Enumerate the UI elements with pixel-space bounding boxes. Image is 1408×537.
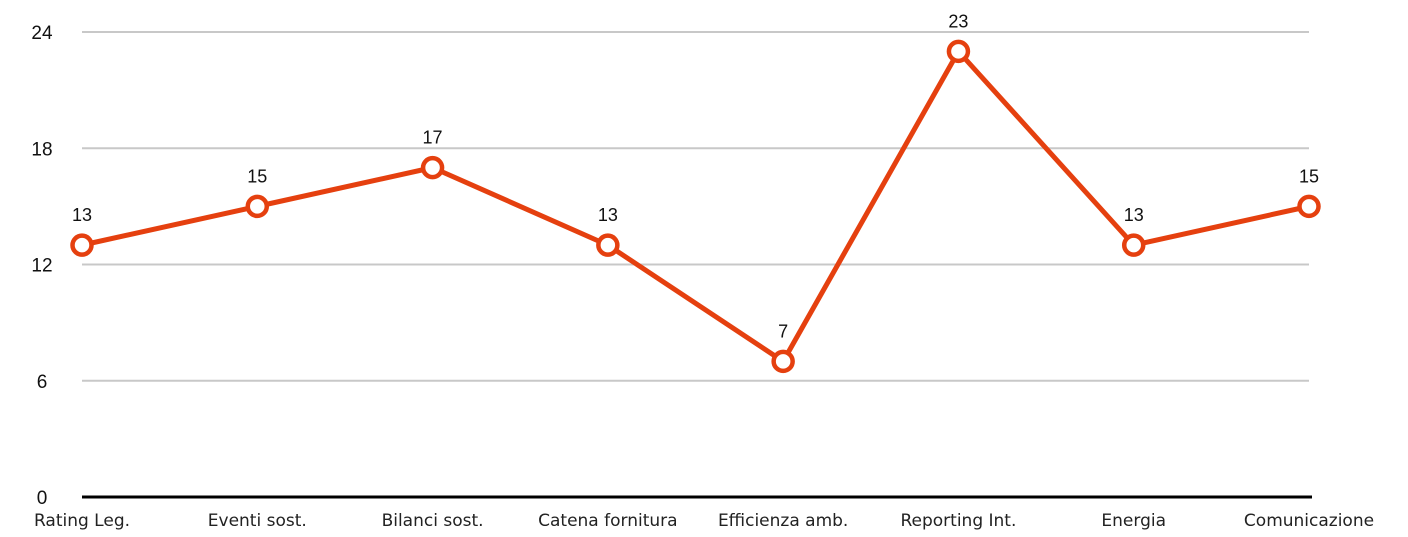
data-point [946, 39, 971, 64]
data-point [596, 233, 620, 257]
data-label: 7 [778, 321, 788, 341]
series-line [79, 48, 1312, 364]
y-tick-label: 18 [31, 139, 52, 160]
data-point [420, 155, 445, 180]
gridlines [82, 31, 1309, 382]
data-label: 13 [1124, 205, 1144, 225]
x-tick-label: Efficienza amb. [718, 511, 848, 531]
data-label: 17 [423, 128, 443, 148]
x-tick-label: Eventi sost. [208, 511, 307, 531]
x-tick-label: Catena fornitura [538, 511, 677, 531]
data-label: 13 [72, 205, 92, 225]
y-tick-label: 0 [37, 488, 48, 509]
data-point [245, 194, 270, 219]
data-point [1297, 194, 1321, 219]
x-tick-label: Bilanci sost. [382, 511, 484, 531]
y-tick-label: 12 [31, 256, 52, 277]
data-label: 15 [247, 166, 267, 186]
data-point [771, 349, 795, 374]
y-tick-label: 6 [37, 372, 48, 393]
x-axis-ticks: Rating Leg. Eventi sost. Bilanci sost. Cate… [34, 511, 1374, 531]
data-point [1121, 233, 1146, 257]
x-tick-label: Comunicazione [1244, 511, 1374, 531]
data-markers [70, 39, 1321, 374]
data-label: 23 [948, 11, 968, 31]
y-axis-ticks: 0 6 12 18 24 [31, 23, 53, 509]
data-label: 13 [598, 205, 618, 225]
data-point [70, 233, 94, 257]
x-tick-label: Rating Leg. [34, 511, 130, 531]
x-tick-label: Energia [1101, 511, 1166, 531]
data-label: 15 [1299, 166, 1319, 186]
data-labels: 13 15 17 13 7 23 13 15 [72, 11, 1319, 341]
y-tick-label: 24 [31, 23, 53, 44]
x-tick-label: Reporting Int. [900, 511, 1016, 531]
